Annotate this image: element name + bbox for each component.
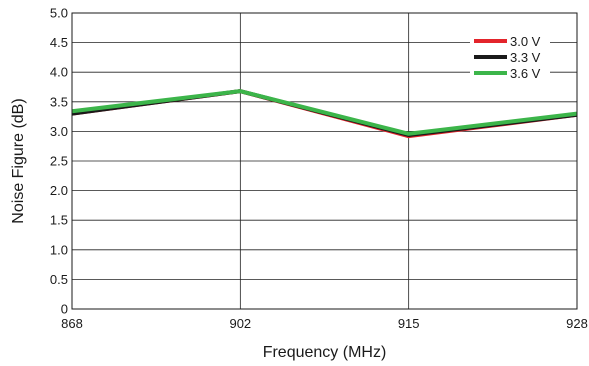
y-axis-title: Noise Figure (dB) [10,98,27,223]
x-tick-label: 868 [61,316,83,331]
plot-frame [71,12,578,310]
x-tick-label: 915 [398,316,420,331]
y-tick-label: 0.5 [50,272,68,287]
x-axis-ticks: 868 902 915 928 [61,316,588,331]
y-axis-ticks: 0 0.5 1.0 1.5 2.0 2.5 3.0 3.5 4.0 4.5 5.0 [50,6,68,317]
y-tick-label: 3.5 [50,94,68,109]
y-tick-label: 2.0 [50,183,68,198]
y-tick-label: 1.0 [50,242,68,257]
y-tick-label: 5.0 [50,6,68,21]
legend-label: 3.6 V [510,66,541,81]
legend: 3.0 V3.3 V3.6 V [470,31,550,83]
x-axis-title: Frequency (MHz) [263,344,387,361]
y-tick-label: 0 [61,302,68,317]
series-line-3 [71,89,578,136]
y-tick-label: 3.0 [50,124,68,139]
x-tick-label: 902 [229,316,251,331]
y-tick-label: 2.5 [50,154,68,169]
y-tick-label: 1.5 [50,213,68,228]
y-tick-label: 4.5 [50,35,68,50]
legend-label: 3.0 V [510,34,541,49]
y-tick-label: 4.0 [50,65,68,80]
x-tick-label: 928 [566,316,588,331]
series-lines [71,89,578,139]
legend-label: 3.3 V [510,50,541,65]
